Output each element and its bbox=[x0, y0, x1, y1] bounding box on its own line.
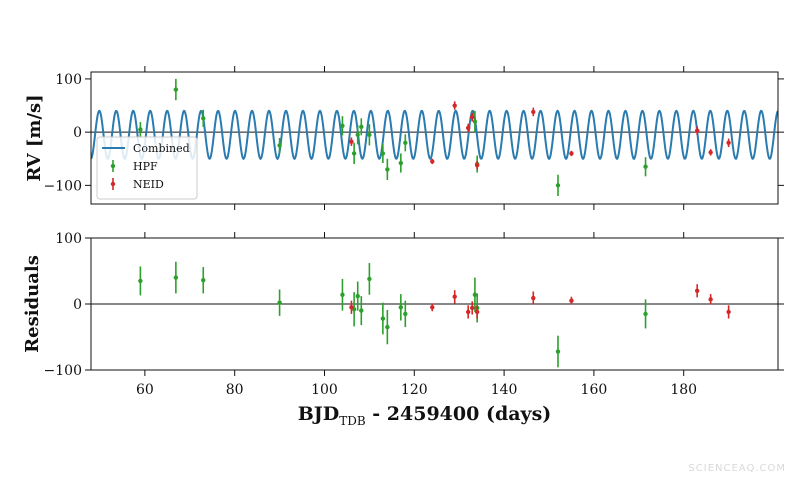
rv-point-hpf-9 bbox=[380, 151, 386, 156]
rv-series-hpf bbox=[138, 78, 648, 197]
resid-xtick-label-120: 120 bbox=[401, 382, 428, 398]
rv-point-neid-10 bbox=[726, 140, 731, 145]
rv-point-neid-3 bbox=[465, 125, 471, 131]
resid-point-neid-1 bbox=[430, 305, 435, 310]
rv-ytick-label--100: −100 bbox=[44, 178, 82, 194]
rv-point-hpf-15 bbox=[555, 183, 561, 188]
model-curve-combined bbox=[91, 109, 778, 161]
resid-point-neid-6 bbox=[531, 295, 536, 301]
rv-ylabel: RV [m/s] bbox=[24, 94, 45, 181]
rv-point-hpf-1 bbox=[173, 87, 179, 92]
rv-plot-area bbox=[91, 78, 778, 197]
resid-ytick-label--100: −100 bbox=[44, 363, 82, 379]
resid-point-hpf-10 bbox=[385, 324, 390, 330]
resid-xtick-label-140: 140 bbox=[491, 382, 518, 398]
rv-point-hpf-16 bbox=[643, 164, 648, 169]
rv-point-neid-9 bbox=[708, 150, 713, 155]
resid-point-hpf-0 bbox=[138, 278, 143, 284]
rv-point-hpf-0 bbox=[138, 127, 143, 132]
legend: Combined HPF NEID bbox=[96, 136, 198, 200]
rv-point-hpf-13 bbox=[472, 119, 478, 124]
rv-point-neid-4 bbox=[470, 115, 475, 120]
resid-point-neid-10 bbox=[726, 309, 731, 315]
resid-point-hpf-11 bbox=[398, 305, 404, 310]
rv-point-hpf-2 bbox=[201, 116, 206, 121]
rv-point-neid-8 bbox=[694, 128, 700, 133]
resid-series-neid bbox=[349, 284, 731, 319]
resid-series-hpf bbox=[138, 261, 648, 368]
rv-point-hpf-5 bbox=[351, 151, 357, 156]
rv-point-hpf-3 bbox=[277, 143, 282, 148]
legend-marker-hpf bbox=[110, 163, 116, 169]
rv-point-hpf-10 bbox=[385, 167, 390, 172]
resid-ytick-label-100: 100 bbox=[55, 231, 82, 247]
rv-point-neid-5 bbox=[474, 162, 480, 168]
resid-point-hpf-3 bbox=[277, 300, 282, 305]
rv-point-neid-1 bbox=[430, 159, 435, 164]
resid-xtick-label-180: 180 bbox=[670, 382, 697, 398]
rv-point-hpf-7 bbox=[359, 124, 364, 130]
resid-point-hpf-9 bbox=[380, 316, 386, 321]
resid-point-neid-2 bbox=[452, 294, 457, 299]
resid-point-hpf-7 bbox=[359, 308, 364, 313]
resid-point-hpf-1 bbox=[173, 275, 179, 280]
rv-ytick-label-100: 100 bbox=[55, 72, 82, 88]
rv-point-hpf-4 bbox=[340, 123, 345, 128]
resid-xtick-label-100: 100 bbox=[311, 382, 338, 398]
rv-series-neid bbox=[349, 101, 731, 170]
legend-label-neid: NEID bbox=[133, 178, 164, 191]
rv-point-neid-7 bbox=[569, 151, 574, 156]
legend-label-combined: Combined bbox=[133, 142, 190, 155]
resid-xtick-label-80: 80 bbox=[226, 382, 244, 398]
rv-point-hpf-6 bbox=[355, 132, 360, 138]
rv-frame bbox=[90, 71, 779, 205]
resid-point-hpf-15 bbox=[555, 349, 561, 354]
resid-xtick-label-60: 60 bbox=[136, 382, 154, 398]
watermark: SCIENCEAQ.COM bbox=[688, 463, 786, 474]
resid-point-hpf-8 bbox=[367, 276, 372, 282]
resid-point-neid-9 bbox=[708, 297, 713, 302]
rv-point-neid-0 bbox=[349, 139, 354, 144]
resid-plot-area bbox=[91, 261, 778, 368]
resid-point-neid-8 bbox=[694, 288, 700, 293]
resid-point-hpf-6 bbox=[355, 293, 360, 299]
rv-point-hpf-8 bbox=[367, 132, 372, 138]
resid-point-neid-4 bbox=[470, 305, 475, 311]
resid-point-hpf-16 bbox=[643, 311, 648, 317]
resid-point-neid-0 bbox=[349, 305, 354, 310]
resid-point-neid-5 bbox=[474, 309, 480, 315]
rv-panel: −100 0 100 RV [m/s] Combined HPF NEID bbox=[24, 66, 784, 210]
legend-box bbox=[96, 136, 198, 200]
rv-ytick-label-0: 0 bbox=[73, 125, 82, 141]
resid-point-hpf-12 bbox=[403, 311, 408, 317]
rv-point-neid-2 bbox=[452, 103, 457, 108]
resid-point-hpf-13 bbox=[472, 292, 478, 297]
legend-marker-neid bbox=[110, 181, 116, 187]
rv-point-hpf-12 bbox=[403, 140, 408, 145]
rv-point-hpf-11 bbox=[398, 160, 404, 166]
resid-ylabel: Residuals bbox=[22, 255, 43, 353]
resid-point-neid-7 bbox=[569, 298, 574, 303]
resid-point-neid-3 bbox=[465, 309, 471, 315]
x-axis-label: BJDTDB - 2459400 (days) bbox=[298, 403, 552, 428]
resid-point-hpf-2 bbox=[201, 278, 206, 283]
legend-label-hpf: HPF bbox=[133, 160, 158, 173]
resid-ytick-label-0: 0 bbox=[73, 297, 82, 313]
resid-xtick-label-160: 160 bbox=[581, 382, 608, 398]
rv-point-neid-6 bbox=[531, 109, 536, 115]
resid-point-hpf-4 bbox=[340, 292, 345, 297]
resid-panel: 60 80 100 120 140 160 180 −100 0 100 Residuals BJDT… bbox=[22, 231, 784, 428]
